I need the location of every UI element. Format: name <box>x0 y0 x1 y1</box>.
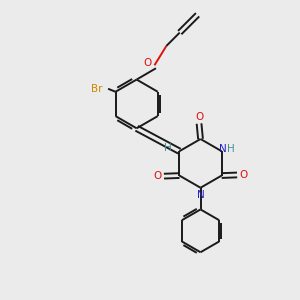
Text: N: N <box>197 190 204 200</box>
Text: H: H <box>164 142 172 153</box>
Text: O: O <box>239 170 248 180</box>
Text: Br: Br <box>91 84 103 94</box>
Text: H: H <box>227 144 235 154</box>
Text: O: O <box>153 171 162 181</box>
Text: N: N <box>219 144 227 154</box>
Text: O: O <box>195 112 203 122</box>
Text: O: O <box>144 58 152 68</box>
